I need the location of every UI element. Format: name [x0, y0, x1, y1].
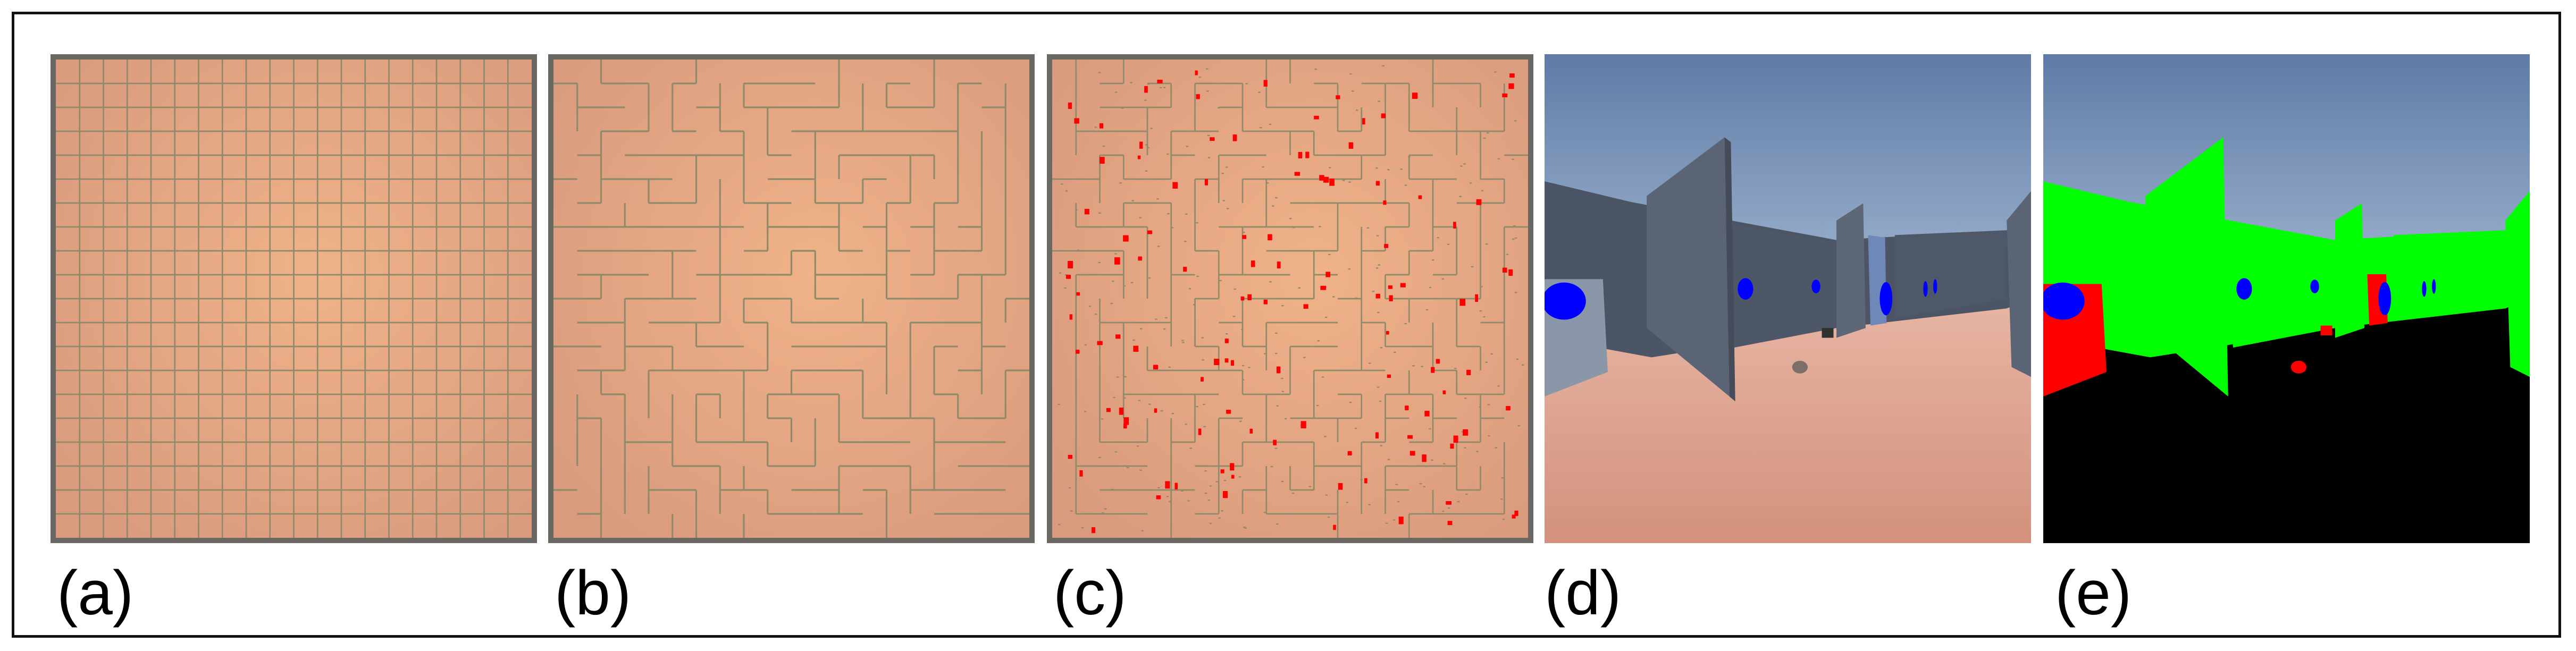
labyrinth-maze-image — [553, 60, 1029, 538]
maze-objects-image — [1052, 60, 1528, 538]
red-objects — [1065, 70, 1518, 534]
maze-walls — [1052, 60, 1528, 538]
segmentation-image — [2043, 54, 2530, 543]
caption-b: (b) — [555, 558, 632, 628]
panel-b-labyrinth-maze — [548, 54, 1035, 543]
grid-maze-image — [56, 60, 532, 538]
caption-e: (e) — [2055, 558, 2132, 628]
small-markers — [1058, 65, 1524, 531]
caption-c: (c) — [1053, 558, 1127, 628]
panel-c-maze-with-objects — [1047, 54, 1533, 543]
caption-a: (a) — [57, 558, 134, 628]
panel-d-first-person-view — [1545, 54, 2031, 543]
first-person-rgb-image — [1545, 54, 2031, 543]
grid-lines — [56, 60, 532, 538]
figure-frame: (a) (b) (c) (d) (e) — [12, 12, 2561, 638]
maze-walls — [553, 60, 1029, 538]
caption-d: (d) — [1545, 558, 1622, 628]
panel-e-segmentation-view — [2043, 54, 2530, 543]
panel-a-grid-maze — [51, 54, 537, 543]
